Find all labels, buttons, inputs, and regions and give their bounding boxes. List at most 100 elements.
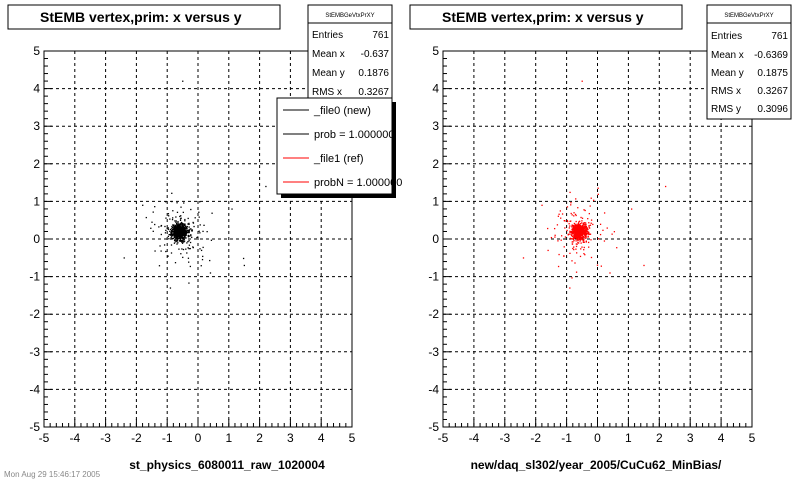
data-point <box>184 237 187 239</box>
data-point <box>175 222 178 225</box>
data-point <box>175 237 178 239</box>
data-point <box>585 240 587 242</box>
data-point <box>174 238 176 241</box>
stats-name: StEMBGeVtxPrXY <box>724 13 773 19</box>
data-point <box>597 193 599 195</box>
data-point <box>577 239 579 241</box>
data-point <box>174 232 176 235</box>
data-point <box>167 255 169 257</box>
data-point <box>574 227 576 230</box>
data-point <box>181 241 183 243</box>
data-point <box>176 230 178 233</box>
data-point <box>579 227 581 229</box>
data-point <box>580 242 582 244</box>
data-point <box>583 232 586 234</box>
data-point <box>183 234 186 236</box>
y-tick-label: 4 <box>33 82 40 96</box>
data-point <box>178 233 180 235</box>
data-point <box>178 224 181 227</box>
stats-value: 0.3267 <box>757 86 788 97</box>
data-point <box>581 226 583 229</box>
y-tick-label: -3 <box>428 345 439 359</box>
data-point <box>185 226 188 229</box>
data-point <box>179 232 181 235</box>
data-point <box>187 247 189 249</box>
data-point <box>616 247 618 249</box>
y-tick-label: -2 <box>428 307 439 321</box>
data-point <box>201 258 204 261</box>
data-point <box>176 240 178 243</box>
data-point <box>182 225 185 227</box>
data-point <box>265 185 267 188</box>
data-point <box>173 236 175 238</box>
data-point <box>569 232 571 234</box>
data-point <box>173 226 175 228</box>
data-point <box>609 272 611 274</box>
data-point <box>574 234 577 236</box>
data-point <box>170 238 172 240</box>
data-point <box>578 236 580 238</box>
y-tick-label: 5 <box>33 44 40 58</box>
data-point <box>577 231 580 233</box>
data-point <box>579 225 581 228</box>
data-point <box>176 229 178 232</box>
data-point <box>160 233 162 236</box>
data-point <box>185 225 187 227</box>
data-point <box>585 237 587 239</box>
data-point <box>582 223 585 225</box>
data-point <box>584 235 587 237</box>
data-point <box>581 246 583 248</box>
legend-box <box>276 97 393 195</box>
data-point <box>183 202 185 204</box>
data-point <box>173 239 176 242</box>
data-point <box>180 227 182 229</box>
stats-label: RMS y <box>711 104 741 115</box>
data-point <box>571 233 573 235</box>
data-point <box>170 252 173 254</box>
data-point <box>576 236 578 238</box>
data-point <box>177 223 180 225</box>
data-point <box>178 229 180 231</box>
data-point <box>578 237 580 239</box>
stats-value: 0.1875 <box>757 68 788 79</box>
data-point <box>188 231 190 234</box>
data-point <box>580 248 582 250</box>
data-point <box>174 227 176 229</box>
data-point <box>572 247 574 250</box>
data-point <box>581 228 583 230</box>
data-point <box>188 244 191 246</box>
data-point <box>182 211 184 214</box>
data-point <box>154 250 156 252</box>
x-tick-label: -3 <box>100 431 111 445</box>
data-point <box>611 233 613 235</box>
data-point <box>186 231 188 233</box>
x-tick-label: 0 <box>594 431 601 445</box>
stats-value: 761 <box>771 31 788 42</box>
data-point <box>581 217 584 219</box>
data-point <box>181 226 184 228</box>
data-point <box>183 227 185 230</box>
data-point <box>586 230 588 232</box>
data-point <box>587 236 589 238</box>
data-point <box>572 228 575 230</box>
data-point <box>180 222 182 225</box>
data-point <box>571 224 574 226</box>
data-point <box>580 238 582 240</box>
data-point <box>581 235 583 237</box>
data-point <box>572 232 574 234</box>
data-point <box>587 228 589 231</box>
data-point <box>185 232 187 234</box>
data-point <box>183 241 185 243</box>
data-point <box>177 234 179 236</box>
stats-label: Mean y <box>312 68 345 79</box>
data-point <box>183 237 185 239</box>
data-point <box>572 228 574 230</box>
data-point <box>575 271 578 273</box>
y-tick-label: -4 <box>428 382 439 396</box>
data-point <box>188 235 191 237</box>
data-point <box>171 235 173 237</box>
chart-panel-1: -5 -4 -3 -2 -1 0 1 2 3 4 5 -5 -4 -3 -2 -1 0 1 2 3 4 5 StEMB ve… <box>7 4 402 472</box>
data-point <box>569 191 571 194</box>
data-point <box>183 238 185 240</box>
data-point <box>178 237 181 239</box>
